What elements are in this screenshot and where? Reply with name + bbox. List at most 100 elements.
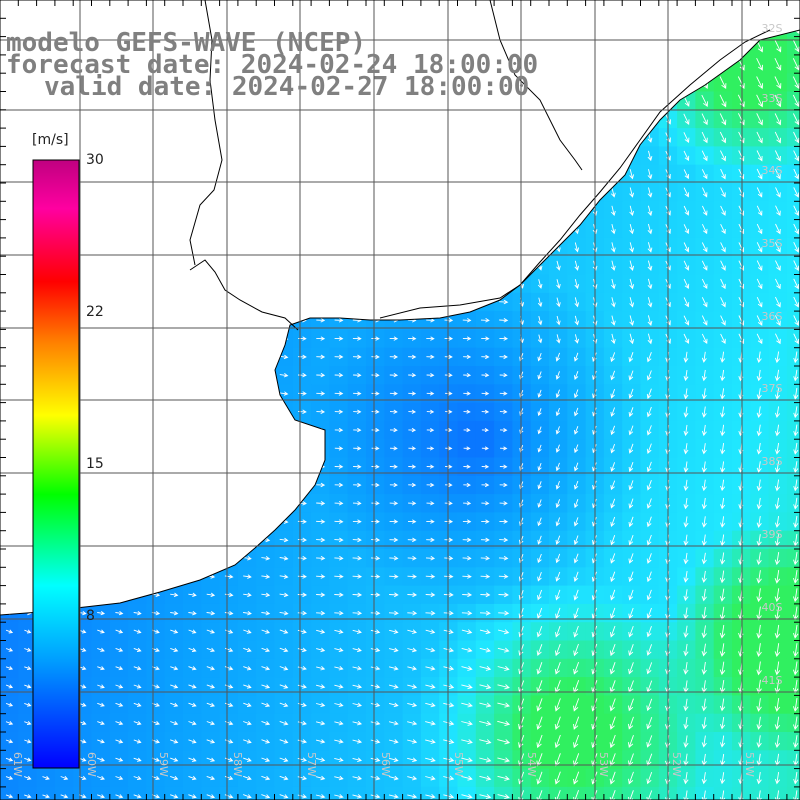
wind-arrow	[737, 76, 745, 90]
lon-label: 51W	[743, 752, 756, 777]
wind-arrow	[370, 720, 381, 726]
wind-arrow	[315, 775, 326, 781]
field-cell	[786, 549, 800, 568]
wind-arrow	[738, 150, 745, 162]
wind-arrow	[774, 242, 781, 253]
wind-arrow	[408, 464, 417, 469]
wind-arrow	[389, 592, 399, 598]
wind-arrow	[610, 333, 616, 345]
wind-arrow	[647, 278, 653, 290]
wind-arrow	[115, 794, 124, 799]
wind-arrow	[720, 260, 726, 271]
field-cell	[530, 786, 550, 800]
wind-arrow	[479, 665, 492, 671]
wind-arrow	[537, 499, 542, 508]
wind-arrow	[609, 662, 616, 675]
wind-arrow	[461, 757, 473, 763]
wind-arrow	[352, 794, 363, 799]
wind-arrow	[701, 735, 707, 748]
wind-arrow	[537, 589, 543, 601]
field-cell	[786, 146, 800, 166]
wind-arrow	[297, 409, 307, 415]
field-cell	[18, 786, 38, 800]
field-cell	[237, 786, 257, 800]
wind-arrow	[334, 464, 344, 469]
wind-arrow	[701, 643, 707, 657]
wind-arrow	[426, 464, 435, 469]
wind-arrow	[188, 592, 197, 598]
wind-arrow	[683, 297, 690, 308]
wind-arrow	[683, 205, 690, 216]
wind-arrow	[518, 607, 524, 619]
wind-arrow	[646, 553, 652, 564]
wind-arrow	[297, 702, 307, 708]
wind-arrow	[628, 480, 634, 491]
wind-arrow	[481, 373, 490, 378]
wind-arrow	[646, 443, 652, 454]
wind-arrow	[646, 626, 652, 638]
wind-arrow	[389, 446, 398, 451]
wind-arrow	[480, 574, 491, 579]
wind-arrow	[537, 517, 542, 527]
wind-arrow	[537, 535, 542, 545]
wind-arrow	[537, 553, 542, 564]
wind-arrow	[371, 391, 380, 396]
wind-arrow	[792, 39, 800, 53]
wind-arrow	[463, 482, 471, 488]
wind-arrow	[224, 702, 234, 707]
wind-arrow	[793, 260, 800, 272]
wind-arrow	[683, 589, 689, 602]
wind-arrow	[647, 187, 653, 198]
field-cell	[329, 786, 349, 800]
field-cell	[786, 786, 800, 800]
wind-arrow	[97, 721, 105, 726]
wind-arrow	[479, 757, 492, 763]
wind-arrow	[370, 684, 381, 689]
wind-arrow	[756, 735, 762, 748]
wind-arrow	[628, 571, 634, 583]
field-cell	[183, 786, 202, 800]
wind-arrow	[426, 373, 435, 378]
wind-arrow	[756, 242, 763, 253]
wind-arrow	[497, 739, 511, 745]
wind-arrow	[206, 629, 216, 634]
wind-arrow	[774, 479, 781, 492]
wind-arrow	[426, 537, 435, 543]
wind-arrow	[133, 702, 142, 707]
wind-arrow	[353, 391, 362, 396]
wind-arrow	[793, 497, 799, 510]
wind-arrow	[425, 647, 436, 653]
wind-arrow	[720, 297, 726, 308]
wind-arrow	[573, 499, 579, 509]
wind-arrow	[537, 426, 542, 435]
wind-arrow	[370, 610, 381, 616]
wind-arrow	[425, 629, 436, 634]
wind-arrow	[243, 666, 252, 671]
field-cell	[786, 530, 800, 550]
wind-arrow	[629, 205, 635, 216]
wind-arrow	[774, 260, 781, 271]
wind-arrow	[738, 333, 745, 345]
wind-arrow	[133, 629, 142, 634]
wind-arrow	[610, 205, 616, 216]
wind-arrow	[407, 555, 417, 561]
wind-arrow	[115, 721, 124, 726]
wind-arrow	[701, 315, 708, 326]
wind-arrow	[334, 336, 344, 341]
wind-arrow	[701, 406, 707, 418]
wind-arrow	[389, 354, 399, 360]
wind-arrow	[407, 574, 417, 579]
wind-arrow	[371, 354, 380, 360]
wind-arrow	[793, 406, 799, 419]
wind-arrow	[555, 426, 560, 435]
wind-arrow	[719, 588, 726, 602]
wind-arrow	[206, 739, 216, 744]
wind-arrow	[792, 570, 799, 584]
wind-arrow	[388, 684, 399, 689]
field-cell	[786, 420, 800, 440]
wind-arrow	[479, 739, 492, 745]
wind-arrow	[407, 537, 417, 543]
wind-arrow	[647, 242, 653, 253]
wind-arrow	[352, 555, 363, 561]
wind-arrow	[334, 702, 344, 708]
